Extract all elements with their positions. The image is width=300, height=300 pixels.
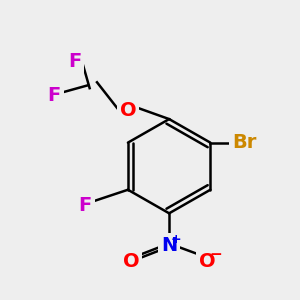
- Text: F: F: [79, 196, 92, 215]
- Text: N: N: [161, 236, 177, 255]
- Text: +: +: [170, 233, 181, 246]
- Text: Br: Br: [232, 133, 256, 152]
- Text: O: O: [122, 252, 139, 272]
- Text: O: O: [199, 252, 216, 272]
- Text: F: F: [68, 52, 82, 71]
- Text: −: −: [210, 247, 223, 262]
- Text: F: F: [48, 86, 61, 105]
- Text: O: O: [120, 101, 136, 120]
